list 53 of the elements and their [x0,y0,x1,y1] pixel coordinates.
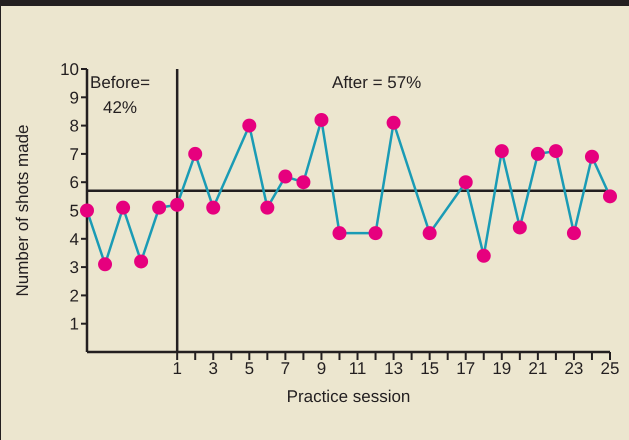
x-tick-label: 23 [564,359,584,378]
point [188,146,202,161]
point [548,144,563,158]
y-axis-title: Number of shots made [13,124,32,296]
point [386,116,401,130]
y-tick-label: 10 [60,60,79,80]
y-tick-label: 7 [70,144,79,164]
x-tick-label: 5 [244,359,254,378]
point [296,175,310,190]
x-tick-label: 1 [172,359,182,378]
point [368,226,383,240]
point [152,200,166,215]
annotation: After = 57% [332,72,422,94]
x-axis-title: Practice session [286,387,410,406]
y-tick-label: 8 [70,116,79,136]
y-tick-label: 2 [70,286,79,306]
point [80,204,94,218]
point [332,226,346,240]
x-tick-label: 11 [348,359,366,378]
x-tick-label: 13 [384,359,404,378]
point [242,118,256,133]
point [206,200,220,215]
y-tick-label: 9 [70,88,79,108]
point [170,198,184,212]
x-tick-label: 7 [280,359,290,378]
x-tick-label: 9 [316,359,326,378]
x-tick-label: 25 [600,359,620,378]
y-tick-label: 1 [70,314,79,334]
x-tick-label: 21 [528,359,548,378]
point [134,254,148,268]
x-tick-label: 19 [492,359,512,378]
y-tick-label: 3 [70,258,79,278]
y-tick-label: 4 [70,230,79,249]
point [512,220,527,234]
point [278,170,292,184]
point [494,144,509,158]
point [116,200,130,215]
point [314,112,328,127]
point [603,189,617,204]
y-tick-label: 6 [70,173,79,192]
y-tick-label: 5 [70,202,79,221]
point [566,226,581,240]
x-tick-label: 17 [456,359,476,378]
annotation: Before= 42% [90,72,150,119]
point [98,257,112,272]
x-tick-label: 15 [420,359,440,378]
point [422,226,437,240]
point [584,150,599,164]
point [476,248,491,263]
point [458,175,473,190]
point [530,146,545,161]
x-tick-label: 3 [208,359,218,378]
point [260,200,274,215]
